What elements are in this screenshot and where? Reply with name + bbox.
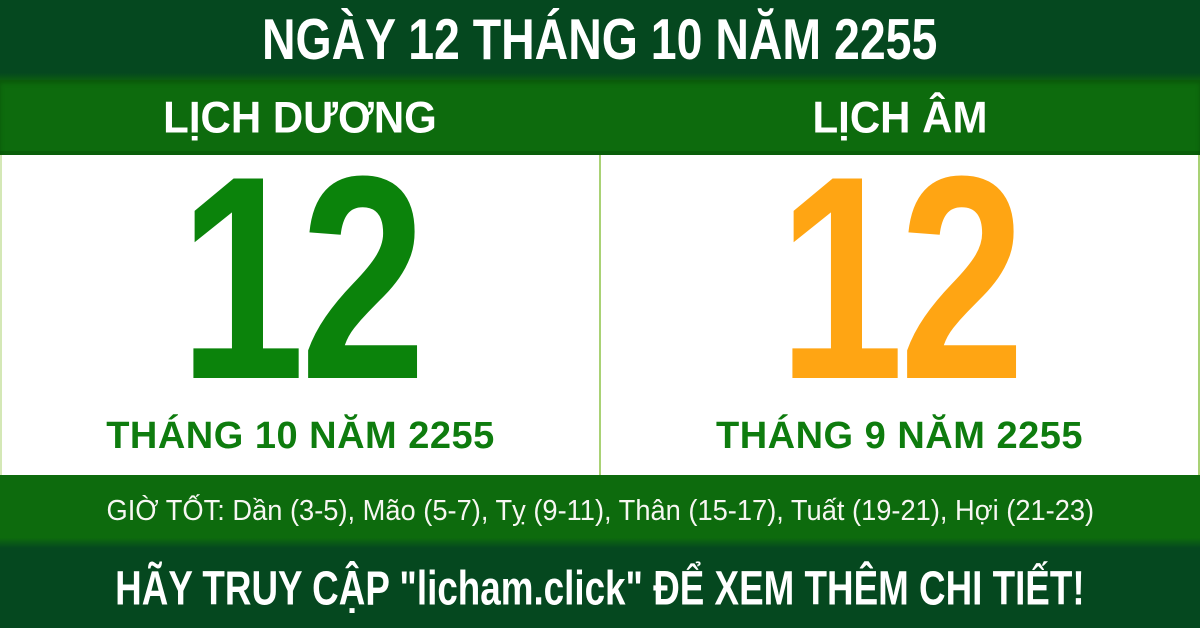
solar-calendar-header: LỊCH DƯƠNG [163, 92, 437, 142]
panel-divider [599, 155, 601, 475]
date-title: NGÀY 12 THÁNG 10 NĂM 2255 [262, 8, 938, 72]
calendar-panels: 12 THÁNG 10 NĂM 2255 12 THÁNG 9 NĂM 2255 [0, 116, 1200, 475]
lunar-month-year-label: THÁNG 9 NĂM 2255 [716, 415, 1083, 457]
footer-banner: HÃY TRUY CẬP "licham.click" ĐỂ XEM THÊM … [0, 548, 1200, 628]
good-hours-text: GIỜ TỐT: Dần (3-5), Mão (5-7), Tỵ (9-11)… [106, 495, 1094, 527]
solar-panel: 12 THÁNG 10 NĂM 2255 [2, 116, 599, 475]
lunar-day-number: 12 [778, 116, 1025, 440]
solar-month-year-label: THÁNG 10 NĂM 2255 [106, 415, 495, 457]
good-hours-bar: GIỜ TỐT: Dần (3-5), Mão (5-7), Tỵ (9-11)… [0, 475, 1200, 548]
solar-day-number: 12 [179, 116, 426, 440]
lunar-calendar-header: LỊCH ÂM [812, 92, 988, 142]
lunar-panel: 12 THÁNG 9 NĂM 2255 [601, 116, 1198, 475]
calendar-headers: LỊCH DƯƠNG LỊCH ÂM [0, 80, 1200, 155]
footer-cta-text: HÃY TRUY CẬP "licham.click" ĐỂ XEM THÊM … [115, 560, 1085, 616]
top-banner: NGÀY 12 THÁNG 10 NĂM 2255 [0, 0, 1200, 80]
